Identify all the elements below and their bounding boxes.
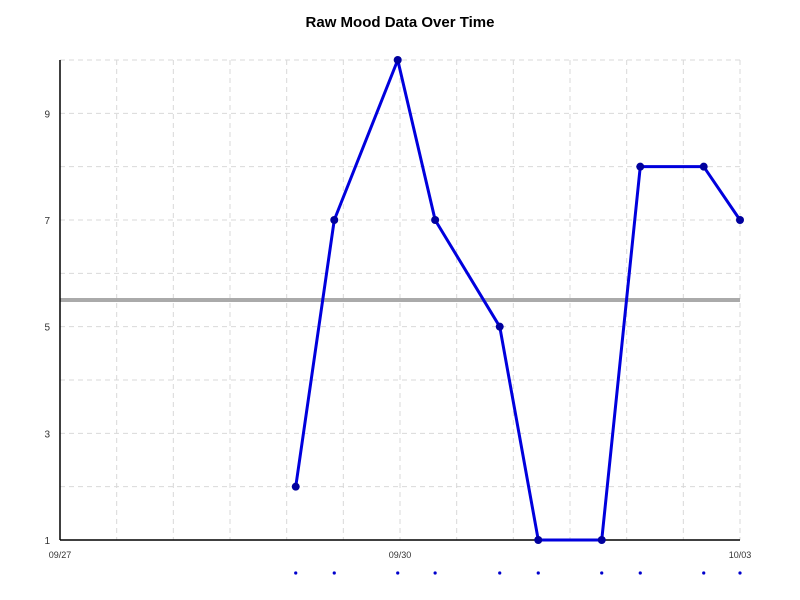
chart-title: Raw Mood Data Over Time	[305, 14, 495, 31]
series-layer	[291, 56, 744, 544]
rug-marker	[738, 571, 742, 575]
rug-marker	[332, 571, 336, 575]
rug-marker	[396, 571, 400, 575]
data-point	[736, 216, 744, 224]
rug-marker	[498, 571, 502, 575]
data-point	[291, 482, 300, 491]
rug-marker	[294, 571, 298, 575]
y-tick-label: 1	[44, 536, 50, 547]
x-tick-label: 09/27	[49, 550, 72, 560]
y-tick-label: 7	[44, 216, 50, 227]
data-point	[495, 322, 504, 331]
y-tick-label: 3	[44, 429, 50, 440]
series-line	[294, 58, 742, 542]
x-tick-label: 09/30	[389, 550, 412, 560]
rug-marker	[433, 571, 437, 575]
grid-layer	[60, 59, 741, 540]
y-tick-label: 5	[44, 323, 50, 334]
y-tick-label: 9	[44, 109, 50, 120]
data-point	[699, 162, 708, 171]
data-point	[597, 536, 606, 544]
rug-marker	[536, 571, 540, 575]
label-layer: 1 3 5 7 9 09/27 09/30 10/03	[44, 109, 751, 560]
data-point	[431, 216, 440, 224]
rug-marker	[702, 571, 706, 575]
axis-layer	[59, 60, 740, 541]
rug-layer	[294, 571, 742, 575]
data-point	[393, 56, 402, 64]
rug-marker	[638, 571, 642, 575]
data-point	[636, 162, 645, 171]
data-point	[534, 536, 543, 544]
x-tick-label: 10/03	[729, 550, 752, 560]
data-point	[330, 216, 339, 224]
rug-marker	[600, 571, 604, 575]
